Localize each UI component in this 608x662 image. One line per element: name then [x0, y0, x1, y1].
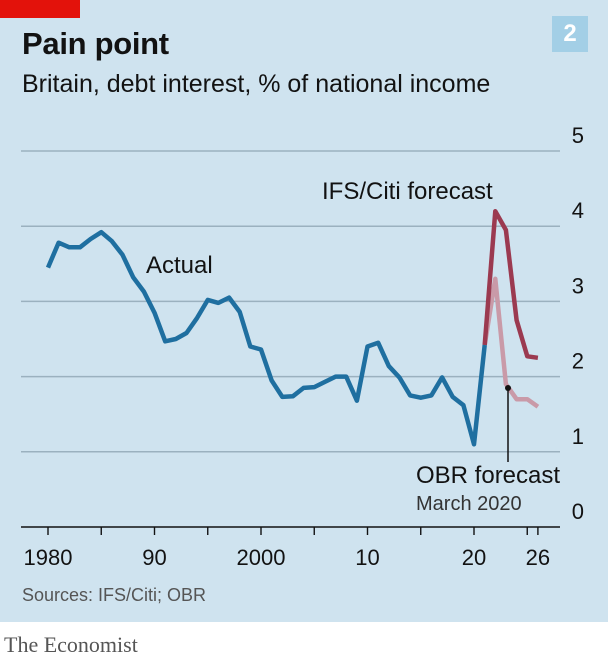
annotation-obr-forecast: OBR forecast	[416, 462, 560, 489]
source-note: Sources: IFS/Citi; OBR	[22, 585, 207, 605]
y-tick-label-0: 0	[572, 499, 584, 524]
series-line-actual	[45, 229, 487, 447]
series-line-obr-forecast	[482, 276, 540, 409]
publisher-logo: The Economist	[4, 632, 138, 657]
annotation-actual: Actual	[146, 252, 213, 279]
x-tick-label-1990: 90	[142, 545, 166, 570]
x-tick-label-2020: 20	[462, 545, 486, 570]
annotation-obr-date: March 2020	[416, 493, 522, 515]
x-tick-label-2010: 10	[355, 545, 379, 570]
x-axis: 1980 90 2000 10 20 26	[21, 526, 560, 570]
chart-title: Pain point	[22, 26, 169, 61]
y-axis-tick-labels: 0 1 2 3 4 5	[572, 123, 584, 524]
annotations: Actual IFS/Citi forecast OBR forecast Ma…	[146, 178, 560, 515]
line-chart: 0 1 2 3 4 5 1980 90 2000 10 20 26 Actual IFS/Citi …	[21, 123, 584, 570]
gridlines	[21, 150, 560, 453]
y-tick-label-2: 2	[572, 349, 584, 374]
series-line-ifs-citi-forecast	[482, 208, 539, 361]
chart-subtitle: Britain, debt interest, % of national in…	[22, 70, 491, 98]
annotation-ifs-citi-forecast: IFS/Citi forecast	[322, 178, 493, 205]
y-tick-label-1: 1	[572, 424, 584, 449]
x-tick-label-2026: 26	[526, 545, 550, 570]
annotation-obr-dot	[505, 385, 511, 391]
x-tick-label-2000: 2000	[237, 545, 286, 570]
y-tick-label-5: 5	[572, 123, 584, 148]
chart-number-badge: 2	[552, 16, 588, 52]
brand-tag	[0, 0, 80, 18]
chart-panel	[0, 0, 608, 622]
x-tick-label-1980: 1980	[24, 545, 73, 570]
y-tick-label-4: 4	[572, 198, 584, 223]
y-tick-label-3: 3	[572, 273, 584, 298]
series-lines	[45, 208, 540, 447]
